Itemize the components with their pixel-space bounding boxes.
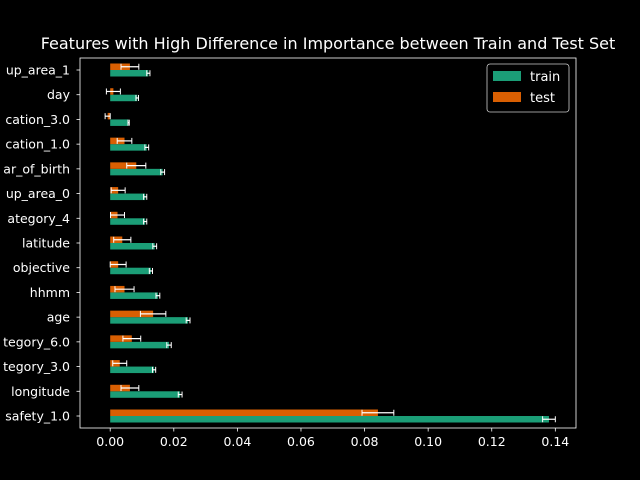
bar-train-6 [110,218,146,225]
bar-test-4 [110,162,137,169]
plot-area [104,63,556,423]
y-tick-label-6: ategory_4 [7,211,70,226]
bar-train-8 [110,267,151,275]
x-tick-label-3: 0.06 [287,434,315,449]
y-tick-label-8: objective [13,260,70,275]
legend-label-train: train [530,70,560,85]
legend-swatch-train [493,71,521,81]
x-tick-label-2: 0.04 [223,434,251,449]
bar-test-0 [110,63,130,70]
x-tick-label-6: 0.12 [478,434,506,449]
y-tick-label-2: cation_3.0 [5,112,70,127]
bar-train-4 [110,168,163,176]
bar-train-14 [110,416,549,423]
bar-train-13 [110,391,181,398]
y-tick-label-7: latitude [22,236,70,251]
bar-train-9 [110,292,158,299]
bar-train-3 [110,144,147,151]
y-tick-label-1: day [47,87,71,102]
bar-test-14 [110,409,378,416]
bar-train-5 [110,193,146,201]
y-tick-label-12: tegory_3.0 [3,359,70,374]
y-tick-label-10: age [47,310,71,325]
y-tick-label-4: ar_of_birth [3,161,70,176]
bar-train-12 [110,366,155,374]
legend-swatch-test [493,92,521,102]
x-tick-label-7: 0.14 [541,434,569,449]
bar-train-2 [110,119,129,126]
bar-test-11 [110,335,132,342]
x-tick-label-1: 0.02 [160,434,188,449]
y-tick-label-14: safety_1.0 [5,409,70,424]
y-tick-label-13: longitude [11,384,70,399]
bar-train-1 [110,94,138,102]
y-tick-label-11: tegory_6.0 [3,334,70,349]
x-tick-label-0: 0.00 [96,434,124,449]
x-tick-label-4: 0.08 [351,434,379,449]
y-tick-label-9: hhmm [30,285,70,300]
bar-train-7 [110,243,155,250]
chart-title: Features with High Difference in Importa… [41,34,616,53]
bar-train-0 [110,70,149,77]
y-tick-label-0: up_area_1 [6,63,70,78]
legend-label-test: test [530,91,555,106]
bar-test-13 [110,384,130,392]
x-tick-label-5: 0.10 [414,434,442,449]
y-tick-label-5: up_area_0 [6,186,70,201]
y-tick-label-3: cation_1.0 [5,137,70,152]
bar-test-10 [110,310,154,318]
bar-train-11 [110,341,170,349]
bar-train-10 [110,317,189,324]
legend: train test [486,63,570,113]
